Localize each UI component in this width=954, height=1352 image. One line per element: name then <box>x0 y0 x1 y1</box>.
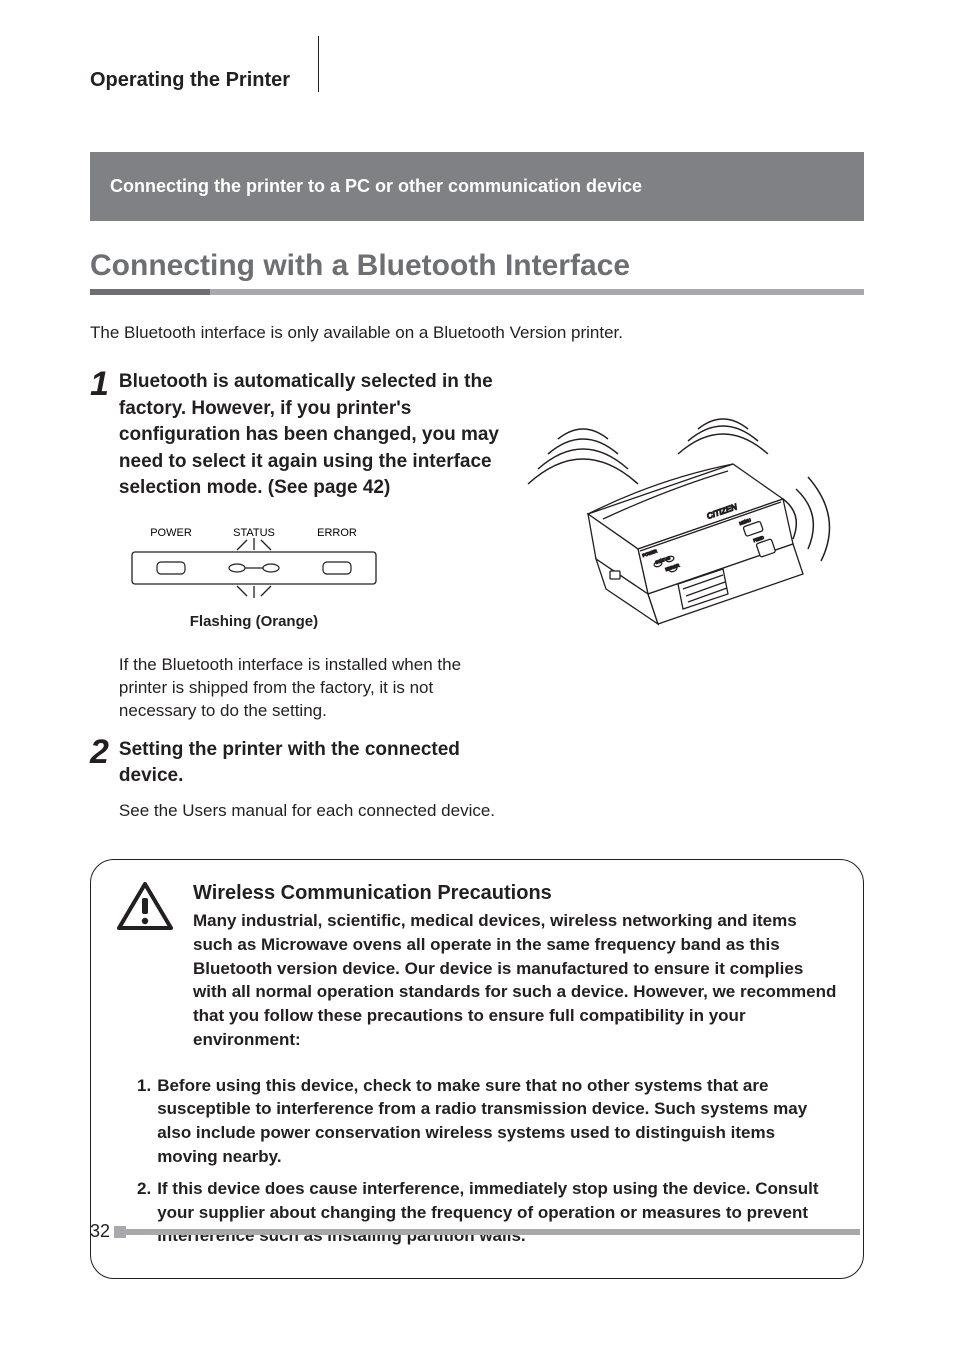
panel-label-power: POWER <box>150 527 192 539</box>
step-title: Setting the printer with the connected d… <box>119 737 500 790</box>
precaution-item: 1. Before using this device, check to ma… <box>137 1074 837 1169</box>
step-note: If the Bluetooth interface is installed … <box>119 654 500 723</box>
precaution-title: Wireless Communication Precautions <box>193 882 837 905</box>
section-title-wrap: Connecting with a Bluetooth Interface <box>90 249 864 295</box>
panel-label-status: STATUS <box>233 527 275 539</box>
warning-icon <box>117 882 173 932</box>
panel-caption: Flashing (Orange) <box>129 613 379 630</box>
step-title: Bluetooth is automatically selected in t… <box>119 369 500 502</box>
page-footer: 32 <box>90 1221 860 1242</box>
panel-label-error: ERROR <box>317 527 357 539</box>
intro-text: The Bluetooth interface is only availabl… <box>90 323 864 343</box>
printer-wireless-illustration: CITIZEN POWER STATUS ERROR MENU FEED <box>518 369 858 679</box>
item-text: Before using this device, check to make … <box>157 1074 837 1169</box>
status-panel-diagram: POWER STATUS ERROR <box>129 524 379 600</box>
step-note: See the Users manual for each connected … <box>119 800 500 823</box>
header-title: Operating the Printer <box>90 69 290 92</box>
item-number: 1. <box>137 1074 151 1169</box>
step-number: 1 <box>90 367 109 723</box>
step-2: 2 Setting the printer with the connected… <box>90 737 500 823</box>
step-number: 2 <box>90 735 109 823</box>
header-divider <box>318 36 319 92</box>
section-title: Connecting with a Bluetooth Interface <box>90 249 864 283</box>
header: Operating the Printer <box>90 36 864 92</box>
section-banner: Connecting the printer to a PC or other … <box>90 152 864 221</box>
step-1: 1 Bluetooth is automatically selected in… <box>90 369 500 723</box>
title-underline <box>90 289 864 295</box>
footer-bar <box>118 1229 860 1235</box>
page-number: 32 <box>90 1221 110 1242</box>
precaution-box: Wireless Communication Precautions Many … <box>90 859 864 1279</box>
precaution-intro: Many industrial, scientific, medical dev… <box>193 909 837 1052</box>
